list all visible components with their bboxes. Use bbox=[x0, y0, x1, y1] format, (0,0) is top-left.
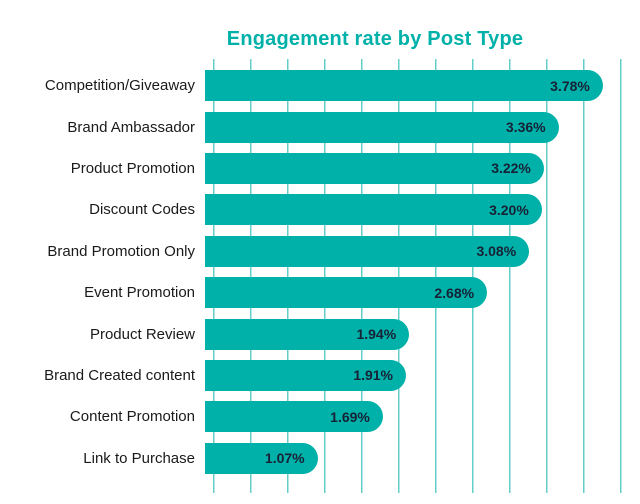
chart-row: Discount Codes 3.20% bbox=[0, 189, 640, 230]
bar-track: 3.78% bbox=[205, 65, 626, 106]
bar: 3.20% bbox=[205, 194, 542, 226]
category-label: Product Promotion bbox=[70, 159, 195, 177]
category-label: Brand Ambassador bbox=[67, 118, 195, 136]
bar: 1.91% bbox=[205, 359, 407, 391]
category-label: Link to Purchase bbox=[83, 449, 195, 467]
category-label: Discount Codes bbox=[89, 201, 195, 219]
bar: 3.08% bbox=[205, 235, 530, 267]
bar-track: 1.94% bbox=[205, 313, 626, 354]
bar-track: 2.68% bbox=[205, 272, 626, 313]
chart-row: Content Promotion 1.69% bbox=[0, 396, 640, 437]
chart-row: Competition/Giveaway 3.78% bbox=[0, 65, 640, 106]
bar: 3.36% bbox=[205, 111, 559, 143]
bar: 1.69% bbox=[205, 401, 383, 433]
bar: 3.78% bbox=[205, 70, 603, 102]
value-label: 1.69% bbox=[330, 408, 370, 425]
category-label: Content Promotion bbox=[69, 408, 195, 426]
bar-track: 3.22% bbox=[205, 148, 626, 189]
value-label: 3.22% bbox=[491, 160, 531, 177]
value-label: 1.07% bbox=[264, 450, 305, 467]
bar: 1.07% bbox=[205, 442, 318, 474]
category-label: Event Promotion bbox=[84, 284, 195, 302]
chart-row: Product Review 1.94% bbox=[0, 313, 640, 354]
bar-track: 3.08% bbox=[205, 231, 626, 272]
bar-track: 1.69% bbox=[205, 396, 626, 437]
bar: 3.22% bbox=[205, 152, 544, 184]
bar-track: 3.20% bbox=[205, 189, 626, 230]
value-label: 3.78% bbox=[550, 77, 590, 94]
chart-row: Brand Promotion Only 3.08% bbox=[0, 231, 640, 272]
bar-track: 1.07% bbox=[205, 438, 626, 479]
chart-row: Brand Created content 1.91% bbox=[0, 355, 640, 396]
category-label: Brand Created content bbox=[44, 366, 195, 384]
bar-rows: Competition/Giveaway 3.78% Brand Ambassado… bbox=[0, 59, 640, 493]
category-label: Brand Promotion Only bbox=[47, 242, 195, 260]
value-label: 3.08% bbox=[476, 243, 517, 260]
bar: 2.68% bbox=[205, 277, 488, 309]
chart-row: Event Promotion 2.68% bbox=[0, 272, 640, 313]
chart-row: Product Promotion 3.22% bbox=[0, 148, 640, 189]
bar-track: 1.91% bbox=[205, 355, 626, 396]
category-label: Competition/Giveaway bbox=[44, 77, 195, 95]
value-label: 1.94% bbox=[356, 326, 397, 343]
bar-track: 3.36% bbox=[205, 106, 626, 147]
bar: 1.94% bbox=[205, 318, 410, 350]
value-label: 1.91% bbox=[353, 367, 394, 384]
chart-row: Brand Ambassador 3.36% bbox=[0, 106, 640, 147]
value-label: 3.36% bbox=[505, 119, 546, 136]
value-label: 3.20% bbox=[489, 201, 529, 218]
chart-title: Engagement rate by Post Type bbox=[226, 28, 524, 50]
chart-row: Link to Purchase 1.07% bbox=[0, 438, 640, 479]
category-label: Product Review bbox=[89, 325, 195, 343]
value-label: 2.68% bbox=[434, 284, 475, 301]
